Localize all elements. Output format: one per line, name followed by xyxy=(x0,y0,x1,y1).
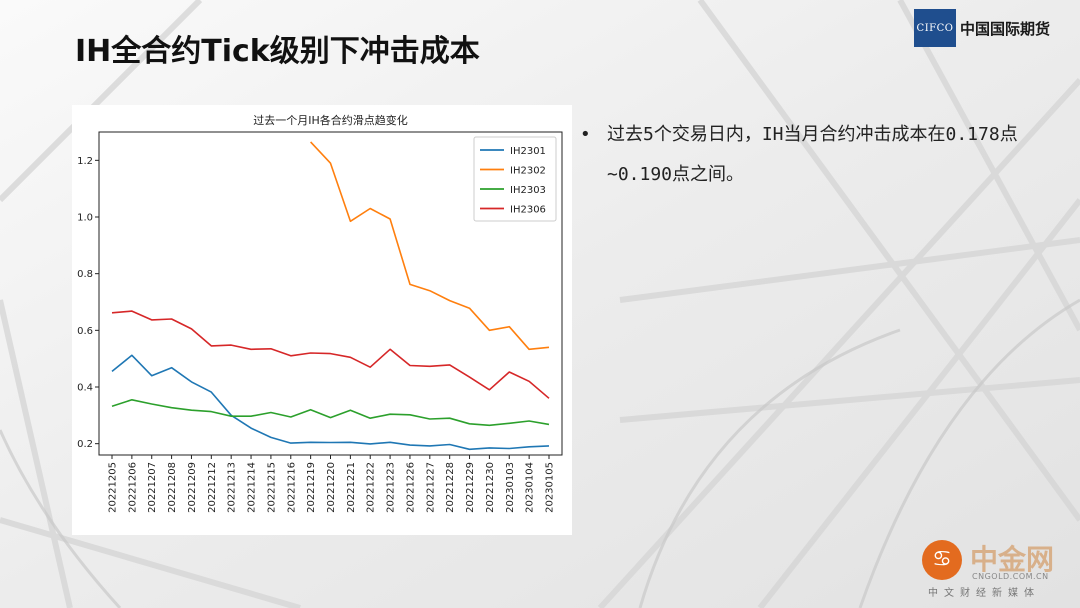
x-tick-label: 20221205 xyxy=(108,462,119,513)
x-tick-label: 20221222 xyxy=(366,462,377,513)
bullet-text: 过去5个交易日内，IH当月合约冲击成本在0.178点~0.190点之间。 xyxy=(607,124,1018,185)
watermark-url: CNGOLD.COM.CN xyxy=(972,572,1049,581)
legend-label: IH2303 xyxy=(510,185,546,196)
x-tick-label: 20221229 xyxy=(465,462,476,513)
x-tick-label: 20221227 xyxy=(425,462,436,513)
x-tick-label: 20221215 xyxy=(266,462,277,513)
x-tick-label: 20221220 xyxy=(326,462,337,513)
watermark-name: 中金网 xyxy=(970,543,1055,576)
brand-name: 中国国际期货 xyxy=(960,19,1051,38)
series-line-ih2301 xyxy=(111,354,550,451)
x-tick-label: 20221214 xyxy=(247,462,258,513)
cngold-logo-icon: ♋ xyxy=(922,540,962,580)
x-tick-label: 20221228 xyxy=(445,462,456,513)
series-line-ih2302 xyxy=(310,141,550,351)
bullet-dot-icon: • xyxy=(580,124,591,145)
legend-label: IH2301 xyxy=(510,146,546,157)
x-tick-label: 20221207 xyxy=(147,462,158,513)
y-tick-label: 1.0 xyxy=(77,213,93,224)
legend-box xyxy=(473,136,557,222)
x-tick-label: 20221212 xyxy=(207,462,218,513)
x-tick-label: 20221216 xyxy=(286,462,297,513)
y-tick-label: 0.8 xyxy=(77,269,93,280)
y-tick-label: 0.4 xyxy=(77,383,93,394)
x-tick-label: 20221209 xyxy=(187,462,198,513)
chart-panel: 过去一个月IH各合约滑点趋变化 0.2 0.4 0.6 0.8 1.0 1.2 2022120… xyxy=(72,105,572,535)
watermark-subtitle: 中文财经新媒体 xyxy=(928,588,1040,599)
series-line-ih2303 xyxy=(111,398,550,427)
x-tick-label: 20221221 xyxy=(346,462,357,513)
x-tick-label: 20230103 xyxy=(505,462,516,513)
legend-label: IH2302 xyxy=(510,166,546,177)
x-tick-label: 20221213 xyxy=(227,462,238,513)
x-tick-label: 20221219 xyxy=(306,462,317,513)
legend-label: IH2306 xyxy=(510,205,546,216)
x-tick-label: 20221226 xyxy=(405,462,416,513)
x-tick-label: 20221206 xyxy=(127,462,138,513)
slippage-line-chart: 过去一个月IH各合约滑点趋变化 0.2 0.4 0.6 0.8 1.0 1.2 2022120… xyxy=(77,113,563,513)
x-tick-label: 20221208 xyxy=(167,462,178,513)
x-tick-label: 20221230 xyxy=(485,462,496,513)
x-tick-label: 20221223 xyxy=(386,462,397,513)
cifco-logo-icon: CIFCO xyxy=(914,9,956,47)
y-tick-label: 0.6 xyxy=(77,326,93,337)
watermark: ♋ 中金网 CNGOLD.COM.CN 中文财经新媒体 xyxy=(918,538,1068,602)
y-tick-label: 1.2 xyxy=(77,156,93,167)
slide-title: IH全合约Tick级别下冲击成本 xyxy=(75,34,480,69)
x-tick-label: 20230105 xyxy=(545,462,556,513)
brand-logo: CIFCO 中国国际期货 xyxy=(914,9,1050,47)
y-tick-label: 0.2 xyxy=(77,439,93,450)
series-line-ih2306 xyxy=(111,310,550,399)
chart-title: 过去一个月IH各合约滑点趋变化 xyxy=(253,113,408,127)
x-tick-label: 20230104 xyxy=(525,462,536,513)
